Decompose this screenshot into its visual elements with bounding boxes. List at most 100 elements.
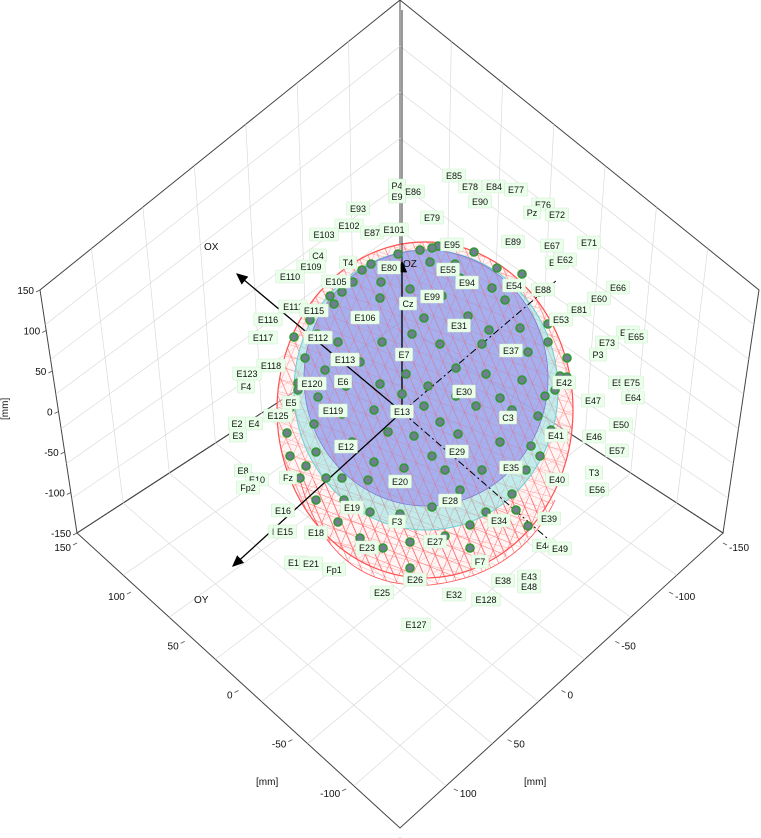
electrode-marker[interactable]	[451, 363, 461, 373]
electrode-label[interactable]: E16	[271, 503, 295, 518]
electrode-label[interactable]: Fz	[279, 470, 297, 485]
electrode-marker[interactable]	[427, 502, 437, 512]
electrode-marker[interactable]	[469, 247, 479, 257]
electrode-label[interactable]: E18	[304, 525, 328, 540]
electrode-label[interactable]: E39	[537, 511, 561, 526]
electrode-label[interactable]: E29	[445, 444, 469, 459]
electrode-label[interactable]: E105	[321, 274, 351, 289]
electrode-label[interactable]: E60	[587, 291, 611, 306]
electrode-label[interactable]: E25	[370, 585, 394, 600]
electrode-marker[interactable]	[337, 287, 347, 297]
electrode-marker[interactable]	[419, 313, 429, 323]
electrode-marker[interactable]	[301, 461, 311, 471]
electrode-marker[interactable]	[311, 447, 321, 457]
electrode-label[interactable]: E128	[471, 592, 501, 607]
electrode-label[interactable]: E120	[297, 376, 327, 391]
electrode-marker[interactable]	[435, 339, 445, 349]
electrode-label[interactable]: T4	[339, 255, 357, 270]
electrode-marker[interactable]	[465, 520, 475, 530]
electrode-label[interactable]: E32	[442, 587, 466, 602]
electrode-label[interactable]: E78	[458, 179, 482, 194]
electrode-label[interactable]: E106	[350, 310, 380, 325]
electrode-marker[interactable]	[425, 257, 435, 267]
electrode-label[interactable]: E5	[282, 395, 300, 410]
electrode-marker[interactable]	[375, 379, 385, 389]
electrode-label[interactable]: E6	[334, 374, 352, 389]
electrode-label[interactable]: E84	[482, 179, 506, 194]
electrode-label[interactable]: E115	[299, 303, 329, 318]
electrode-marker[interactable]	[543, 337, 553, 347]
electrode-marker[interactable]	[471, 401, 481, 411]
electrode-marker[interactable]	[517, 269, 527, 279]
electrode-label[interactable]: E110	[275, 269, 305, 284]
electrode-label[interactable]: E47	[581, 393, 605, 408]
electrode-label[interactable]: E2	[228, 416, 246, 431]
electrode-marker[interactable]	[377, 337, 387, 347]
electrode-marker[interactable]	[521, 465, 531, 475]
electrode-label[interactable]: E127	[401, 617, 431, 632]
electrode-label[interactable]: Cz	[399, 296, 417, 311]
electrode-marker[interactable]	[405, 563, 415, 573]
electrode-label[interactable]: E40	[545, 472, 569, 487]
electrode-marker[interactable]	[495, 393, 505, 403]
electrode-marker[interactable]	[399, 463, 409, 473]
electrode-marker[interactable]	[289, 332, 299, 342]
electrode-label[interactable]: E123	[232, 366, 262, 381]
electrode-label[interactable]: E80	[377, 260, 401, 275]
electrode-label[interactable]: E89	[501, 234, 525, 249]
electrode-label[interactable]: E55	[436, 262, 460, 277]
electrode-marker[interactable]	[282, 428, 292, 438]
electrode-marker[interactable]	[337, 473, 347, 483]
electrode-marker[interactable]	[366, 259, 376, 269]
electrode-label[interactable]: Fp1	[322, 562, 346, 577]
electrode-label[interactable]: E99	[420, 289, 444, 304]
electrode-marker[interactable]	[423, 381, 433, 391]
electrode-label[interactable]: F4	[237, 379, 255, 394]
electrode-label[interactable]: E3	[229, 428, 247, 443]
electrode-label[interactable]: E88	[531, 282, 555, 297]
electrode-label[interactable]: E42	[552, 375, 576, 390]
electrode-label[interactable]: E34	[487, 513, 511, 528]
electrode-marker[interactable]	[517, 375, 527, 385]
electrode-label[interactable]: T3	[585, 465, 603, 480]
electrode-label[interactable]: E95	[440, 237, 464, 252]
electrode-label[interactable]: E81	[567, 302, 591, 317]
electrode-marker[interactable]	[492, 263, 502, 273]
electrode-label[interactable]: E118	[256, 358, 286, 373]
electrode-marker[interactable]	[535, 451, 545, 461]
electrode-marker[interactable]	[440, 465, 450, 475]
electrode-marker[interactable]	[405, 537, 415, 547]
electrode-marker[interactable]	[500, 295, 510, 305]
electrode-marker[interactable]	[523, 347, 533, 357]
electrode-marker[interactable]	[515, 323, 525, 333]
electrode-marker[interactable]	[295, 473, 305, 483]
electrode-label[interactable]: E73	[595, 335, 619, 350]
electrode-marker[interactable]	[363, 475, 373, 485]
electrode-marker[interactable]	[487, 283, 497, 293]
electrode-marker[interactable]	[378, 543, 388, 553]
electrode-marker[interactable]	[455, 485, 465, 495]
electrode-marker[interactable]	[495, 437, 505, 447]
electrode-label[interactable]: E90	[468, 194, 492, 209]
electrode-label[interactable]: E117	[248, 330, 278, 345]
electrode-label[interactable]: E38	[491, 573, 515, 588]
electrode-label[interactable]: E7	[395, 347, 413, 362]
electrode-marker[interactable]	[427, 451, 437, 461]
electrode-label[interactable]: E64	[621, 390, 645, 405]
electrode-marker[interactable]	[405, 284, 415, 294]
electrode-marker[interactable]	[393, 249, 403, 259]
electrode-marker[interactable]	[453, 429, 463, 439]
electrode-marker[interactable]	[333, 517, 343, 527]
electrode-marker[interactable]	[533, 411, 543, 421]
electrode-label[interactable]: E103	[309, 227, 339, 242]
electrode-label[interactable]: E53	[549, 312, 573, 327]
electrode-label[interactable]: E94	[455, 275, 479, 290]
electrode-label[interactable]: Fp2	[236, 480, 260, 495]
electrode-label[interactable]: Pz	[523, 205, 541, 220]
electrode-label[interactable]: F7	[471, 554, 489, 569]
electrode-label[interactable]: E28	[438, 493, 462, 508]
electrode-label[interactable]: E85	[442, 168, 466, 183]
electrode-marker[interactable]	[526, 441, 536, 451]
electrode-label[interactable]: E19	[340, 500, 364, 515]
